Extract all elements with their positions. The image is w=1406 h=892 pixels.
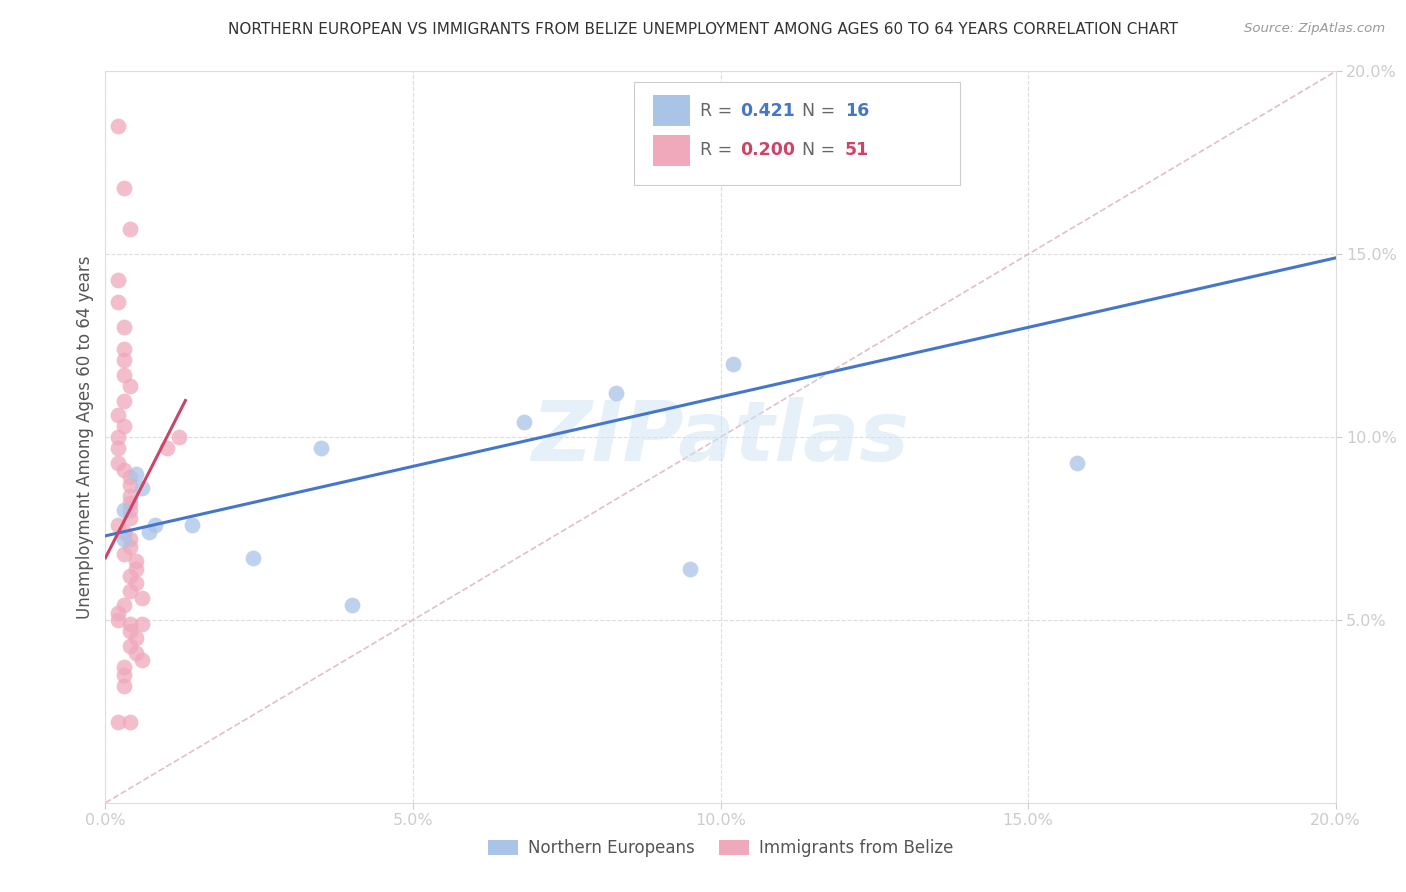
Point	[112, 660, 135, 674]
Point	[721, 357, 744, 371]
Point	[131, 616, 153, 631]
Legend: Northern Europeans, Immigrants from Belize: Northern Europeans, Immigrants from Beli…	[481, 832, 960, 864]
Point	[112, 533, 135, 547]
Point	[120, 533, 141, 547]
Text: 16: 16	[845, 102, 869, 120]
Point	[120, 639, 141, 653]
Point	[131, 653, 153, 667]
Point	[143, 517, 166, 532]
Point	[120, 715, 141, 730]
Point	[120, 624, 141, 638]
Point	[120, 477, 141, 491]
Point	[120, 540, 141, 554]
Point	[125, 632, 148, 646]
Text: N =: N =	[801, 102, 841, 120]
Point	[107, 273, 129, 287]
Point	[125, 562, 148, 576]
Point	[120, 503, 141, 517]
Point	[107, 441, 129, 455]
Point	[112, 667, 135, 681]
Point	[120, 616, 141, 631]
Text: Source: ZipAtlas.com: Source: ZipAtlas.com	[1244, 22, 1385, 36]
Point	[513, 416, 536, 430]
Point	[120, 569, 141, 583]
Point	[605, 386, 627, 401]
Point	[107, 517, 129, 532]
Point	[107, 456, 129, 470]
Point	[156, 441, 179, 455]
Point	[120, 489, 141, 503]
Text: N =: N =	[801, 141, 841, 160]
Text: ZIPatlas: ZIPatlas	[531, 397, 910, 477]
Point	[107, 613, 129, 627]
Point	[112, 320, 135, 334]
Point	[120, 470, 141, 484]
FancyBboxPatch shape	[652, 95, 690, 127]
Point	[120, 496, 141, 510]
Point	[1066, 456, 1088, 470]
Point	[112, 393, 135, 408]
Point	[112, 599, 135, 613]
Point	[112, 368, 135, 382]
Text: R =: R =	[700, 141, 737, 160]
Text: 51: 51	[845, 141, 869, 160]
Text: R =: R =	[700, 102, 737, 120]
Point	[180, 517, 202, 532]
Text: 0.200: 0.200	[741, 141, 796, 160]
Point	[125, 554, 148, 568]
Point	[138, 525, 160, 540]
Point	[679, 562, 702, 576]
Point	[125, 576, 148, 591]
Point	[125, 467, 148, 481]
Y-axis label: Unemployment Among Ages 60 to 64 years: Unemployment Among Ages 60 to 64 years	[76, 255, 94, 619]
Point	[112, 343, 135, 357]
Point	[309, 441, 332, 455]
FancyBboxPatch shape	[652, 135, 690, 166]
FancyBboxPatch shape	[634, 82, 960, 185]
Point	[131, 591, 153, 605]
Point	[120, 583, 141, 598]
Point	[107, 430, 129, 444]
Point	[107, 408, 129, 422]
Point	[107, 119, 129, 133]
Point	[120, 379, 141, 393]
Point	[107, 606, 129, 620]
Point	[112, 503, 135, 517]
Point	[125, 646, 148, 660]
Point	[112, 463, 135, 477]
Point	[112, 525, 135, 540]
Point	[340, 599, 363, 613]
Point	[131, 481, 153, 495]
Point	[112, 547, 135, 561]
Text: 0.421: 0.421	[741, 102, 796, 120]
Point	[112, 181, 135, 195]
Point	[112, 353, 135, 368]
Point	[242, 550, 264, 565]
Point	[112, 419, 135, 434]
Point	[112, 679, 135, 693]
Text: NORTHERN EUROPEAN VS IMMIGRANTS FROM BELIZE UNEMPLOYMENT AMONG AGES 60 TO 64 YEA: NORTHERN EUROPEAN VS IMMIGRANTS FROM BEL…	[228, 22, 1178, 37]
Point	[107, 294, 129, 309]
Point	[107, 715, 129, 730]
Point	[169, 430, 191, 444]
Point	[679, 145, 702, 159]
Point	[120, 221, 141, 235]
Point	[120, 510, 141, 524]
